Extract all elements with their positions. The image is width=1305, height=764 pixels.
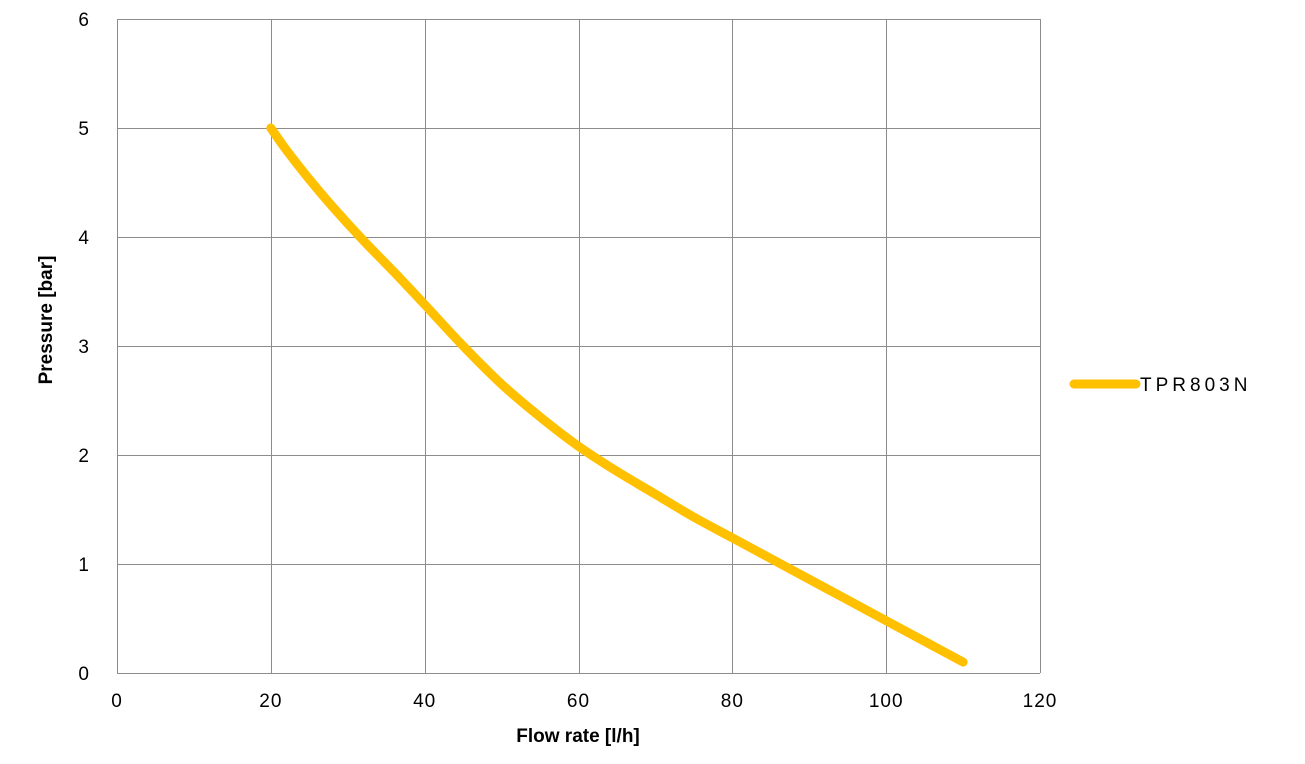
- series-line-tpr803n: [266, 123, 968, 667]
- legend-label: TPR803N: [1140, 375, 1251, 396]
- legend: TPR803N: [1069, 375, 1251, 396]
- y-tick-label: 3: [78, 337, 90, 358]
- series-lines: [266, 123, 968, 667]
- y-tick-label: 6: [78, 10, 90, 31]
- y-tick-label: 4: [78, 228, 90, 249]
- y-tick-label: 2: [78, 446, 90, 467]
- y-tick-label: 5: [78, 119, 90, 140]
- grid: [117, 19, 1041, 674]
- x-tick-label: 80: [721, 691, 744, 712]
- x-tick-label: 60: [567, 691, 590, 712]
- y-axis-ticks: 0 1 2 3 4 5 6: [78, 10, 90, 685]
- x-tick-label: 40: [413, 691, 436, 712]
- x-axis-title: Flow rate [l/h]: [516, 726, 640, 747]
- y-tick-label: 0: [78, 664, 90, 685]
- y-tick-label: 1: [78, 555, 90, 576]
- x-tick-label: 100: [869, 691, 904, 712]
- x-tick-label: 20: [259, 691, 282, 712]
- x-axis-ticks: 0 20 40 60 80 100 120: [111, 691, 1058, 712]
- x-tick-label: 120: [1023, 691, 1058, 712]
- x-tick-label: 0: [111, 691, 123, 712]
- y-axis-title: Pressure [bar]: [36, 256, 57, 385]
